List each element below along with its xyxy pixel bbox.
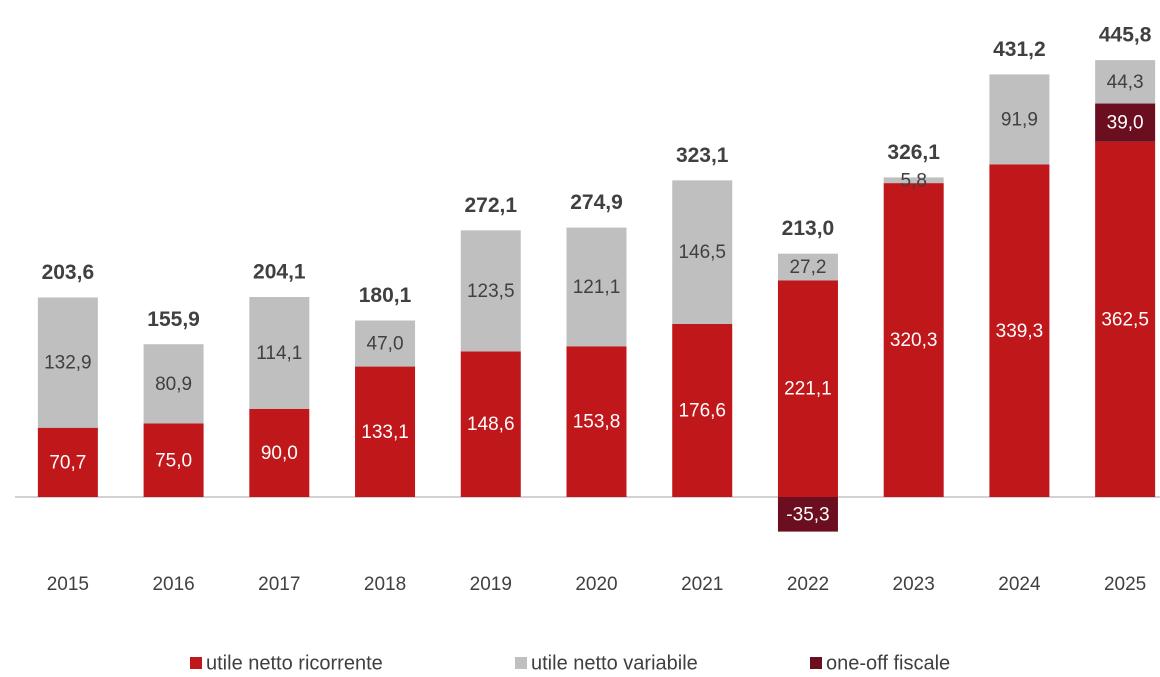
x-tick-label: 2023 (893, 574, 935, 595)
bar-segment (1095, 141, 1156, 497)
total-label: 180,1 (359, 284, 412, 307)
value-label: 362,5 (1101, 309, 1149, 330)
bar-segment (1095, 103, 1156, 142)
value-label: 121,1 (573, 277, 621, 298)
bar-segment (355, 366, 416, 497)
value-label: 146,5 (678, 242, 726, 263)
value-label: 133,1 (361, 422, 409, 443)
value-label: 80,9 (155, 374, 192, 395)
x-tick-label: 2019 (470, 574, 512, 595)
total-label: 326,1 (887, 141, 940, 164)
bar-segment (777, 280, 838, 497)
total-label: 323,1 (676, 144, 729, 167)
bar-segment (989, 164, 1050, 497)
value-label: 44,3 (1107, 72, 1144, 93)
value-label: 123,5 (467, 281, 515, 302)
bar-segment (37, 427, 98, 497)
total-label: 274,9 (570, 191, 623, 214)
total-label: 204,1 (253, 261, 306, 284)
bar-segment (777, 497, 838, 532)
total-label: 272,1 (464, 194, 517, 217)
total-label: 431,2 (993, 38, 1046, 61)
value-label: 47,0 (367, 334, 404, 355)
legend-label: utile netto variabile (531, 652, 698, 674)
value-label: 221,1 (784, 379, 832, 400)
bar-segment (883, 177, 944, 184)
bar-segment (1095, 60, 1156, 104)
x-tick-label: 2024 (998, 574, 1041, 595)
bar-segment (37, 297, 98, 428)
bar-segment (883, 183, 944, 497)
x-tick-label: 2022 (787, 574, 829, 595)
bar-segment (989, 74, 1050, 165)
total-label: 203,6 (42, 261, 95, 284)
x-tick-label: 2018 (364, 574, 406, 595)
legend-swatch (810, 657, 822, 669)
value-label: 90,0 (261, 443, 298, 464)
value-label: 70,7 (49, 452, 86, 473)
bar-segment (566, 227, 627, 347)
legend-swatch (515, 657, 527, 669)
bar-segment (143, 423, 204, 497)
x-tick-label: 2021 (681, 574, 723, 595)
value-label: 91,9 (1001, 109, 1038, 130)
value-label: -35,3 (786, 504, 829, 525)
legend-label: utile netto ricorrente (206, 652, 383, 674)
bar-segment (355, 320, 416, 367)
bar-segment (672, 323, 733, 497)
x-tick-label: 2015 (47, 574, 89, 595)
value-label: 75,0 (155, 450, 192, 471)
total-label: 155,9 (147, 308, 200, 331)
x-tick-label: 2025 (1104, 574, 1146, 595)
x-tick-label: 2017 (258, 574, 300, 595)
bar-segment (672, 180, 733, 324)
value-label: 27,2 (789, 257, 826, 278)
bar-segment (460, 351, 521, 497)
legend-swatch (190, 657, 202, 669)
value-label: 39,0 (1107, 113, 1144, 134)
total-label: 213,0 (782, 217, 835, 240)
x-tick-label: 2016 (152, 574, 194, 595)
bar-segment (249, 296, 310, 409)
x-tick-label: 2020 (575, 574, 617, 595)
bar-segment (460, 230, 521, 352)
total-label: 445,8 (1099, 24, 1152, 47)
value-label: 148,6 (467, 414, 515, 435)
value-label: 320,3 (890, 330, 938, 351)
value-label: 339,3 (996, 321, 1044, 342)
value-label: 132,9 (44, 353, 92, 374)
value-label: 5,8 (900, 170, 926, 191)
bar-segment (777, 253, 838, 281)
value-label: 176,6 (678, 400, 726, 421)
bar-segment (143, 344, 204, 424)
bar-segment (249, 408, 310, 497)
legend-label: one-off fiscale (826, 652, 950, 674)
value-label: 153,8 (573, 412, 621, 433)
bar-segment (566, 346, 627, 497)
value-label: 114,1 (256, 343, 302, 364)
